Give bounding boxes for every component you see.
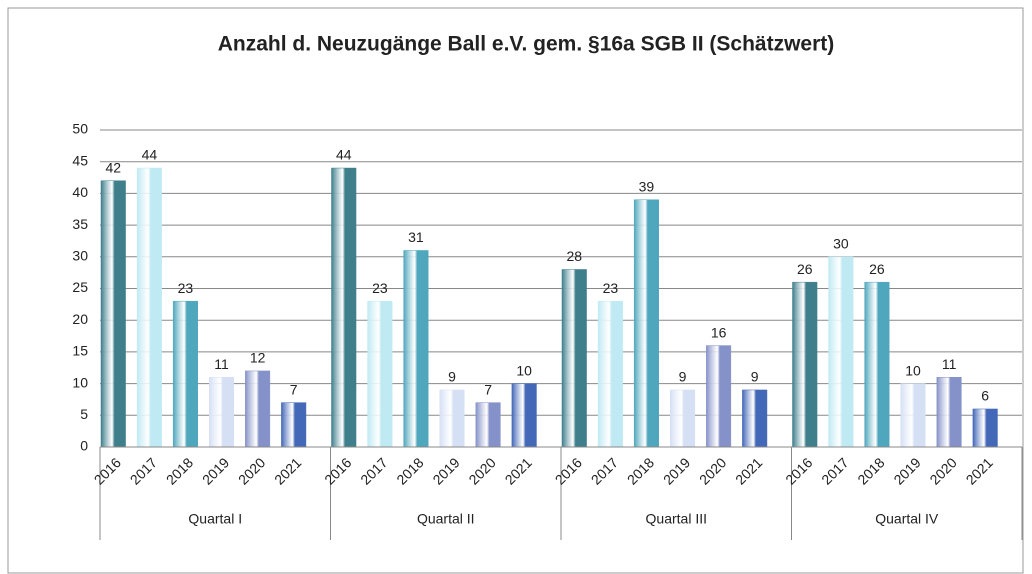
x-group-label: Quartal I <box>188 511 242 527</box>
bar <box>403 250 429 448</box>
y-tick-label: 15 <box>72 343 88 359</box>
data-label: 10 <box>905 362 921 378</box>
x-tick-label: 2016 <box>782 454 815 487</box>
data-label: 28 <box>566 248 582 264</box>
bar <box>972 408 998 448</box>
y-tick-label: 30 <box>72 248 88 264</box>
data-label: 44 <box>142 147 158 163</box>
x-tick-label: 2019 <box>660 454 693 487</box>
data-label: 31 <box>408 229 424 245</box>
data-label: 9 <box>448 369 456 385</box>
x-tick-label: 2020 <box>696 454 729 487</box>
data-label: 23 <box>178 280 194 296</box>
x-tick-label: 2020 <box>926 454 959 487</box>
data-label: 10 <box>516 362 532 378</box>
x-tick-label: 2017 <box>357 454 390 487</box>
data-label: 7 <box>290 381 298 397</box>
data-label: 30 <box>833 236 849 252</box>
x-tick-label: 2016 <box>321 454 354 487</box>
x-group-label: Quartal III <box>646 511 707 527</box>
y-tick-label: 25 <box>72 279 88 295</box>
y-tick-label: 50 <box>72 121 88 137</box>
x-tick-label: 2019 <box>429 454 462 487</box>
x-tick-label: 2019 <box>199 454 232 487</box>
data-label: 42 <box>105 159 121 175</box>
bar <box>828 256 854 448</box>
x-tick-label: 2016 <box>91 454 124 487</box>
bar <box>172 300 198 448</box>
data-label: 26 <box>869 261 885 277</box>
chart-border <box>7 7 1024 574</box>
bar <box>367 300 393 448</box>
x-group-label: Quartal IV <box>875 511 939 527</box>
data-label: 11 <box>214 356 229 372</box>
data-label: 9 <box>679 369 687 385</box>
bar <box>100 180 126 448</box>
x-tick-label: 2021 <box>271 454 304 487</box>
y-tick-label: 45 <box>72 152 88 168</box>
data-label: 12 <box>250 350 266 366</box>
bar <box>561 269 587 448</box>
x-tick-label: 2018 <box>393 454 426 487</box>
bar <box>209 377 235 448</box>
y-tick-label: 0 <box>80 438 88 454</box>
data-label: 6 <box>981 388 989 404</box>
x-tick-label: 2016 <box>552 454 585 487</box>
bar <box>597 300 623 448</box>
x-tick-label: 2018 <box>854 454 887 487</box>
data-label: 23 <box>603 280 619 296</box>
data-label: 16 <box>711 324 727 340</box>
data-label: 39 <box>639 178 655 194</box>
y-tick-label: 20 <box>72 311 88 327</box>
x-tick-label: 2017 <box>127 454 160 487</box>
data-label: 23 <box>372 280 388 296</box>
x-tick-label: 2020 <box>465 454 498 487</box>
data-label: 26 <box>797 261 813 277</box>
bar <box>331 167 357 448</box>
bar <box>742 389 768 448</box>
bar <box>136 167 162 448</box>
x-tick-label: 2018 <box>163 454 196 487</box>
y-tick-label: 35 <box>72 216 88 232</box>
data-label: 11 <box>942 356 957 372</box>
bar <box>864 281 890 448</box>
bar <box>936 377 962 448</box>
x-tick-label: 2021 <box>963 454 996 487</box>
x-tick-label: 2019 <box>890 454 923 487</box>
bar <box>900 383 926 448</box>
x-tick-label: 2018 <box>624 454 657 487</box>
x-group-label: Quartal II <box>417 511 475 527</box>
y-tick-label: 10 <box>72 374 88 390</box>
bar <box>439 389 465 448</box>
x-tick-label: 2017 <box>588 454 621 487</box>
y-tick-label: 40 <box>72 184 88 200</box>
chart-title: Anzahl d. Neuzugänge Ball e.V. gem. §16a… <box>218 33 835 56</box>
y-tick-label: 5 <box>80 406 88 422</box>
bar <box>281 402 307 448</box>
bar <box>245 370 271 448</box>
bar <box>475 402 501 448</box>
bar <box>706 345 732 448</box>
x-tick-label: 2017 <box>818 454 851 487</box>
x-tick-label: 2021 <box>502 454 535 487</box>
bar <box>792 281 818 448</box>
data-label: 7 <box>484 381 492 397</box>
data-label: 9 <box>751 369 759 385</box>
data-label: 44 <box>336 147 352 163</box>
bar <box>511 383 537 448</box>
bar <box>633 199 659 448</box>
x-tick-label: 2020 <box>235 454 268 487</box>
bar <box>670 389 696 448</box>
x-tick-label: 2021 <box>732 454 765 487</box>
